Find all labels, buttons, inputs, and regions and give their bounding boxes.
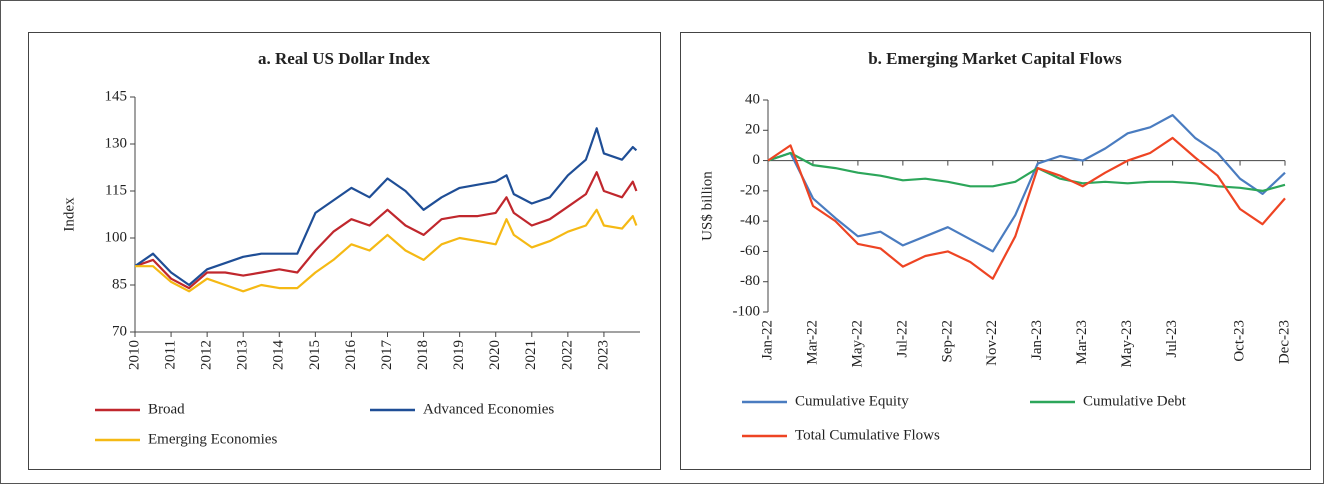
panel-a-border — [28, 32, 661, 470]
series-line — [767, 136, 1286, 280]
x-tick-label: May-22 — [849, 320, 865, 368]
chart-title: b. Emerging Market Capital Flows — [868, 49, 1122, 68]
y-tick-label: -60 — [740, 243, 760, 259]
y-tick-label: -100 — [733, 303, 761, 319]
x-tick-label: Nov-22 — [984, 320, 1000, 366]
y-tick-label: 100 — [105, 229, 128, 245]
x-tick-label: 2022 — [559, 340, 575, 370]
series-line — [134, 171, 638, 290]
x-tick-label: 2021 — [523, 340, 539, 370]
legend-label: Total Cumulative Flows — [795, 427, 940, 443]
y-tick-label: 0 — [753, 152, 761, 168]
y-tick-label: 85 — [112, 276, 127, 292]
y-tick-label: 70 — [112, 323, 127, 339]
x-tick-label: Jul-23 — [1164, 320, 1180, 358]
x-tick-label: 2011 — [163, 340, 179, 369]
x-tick-label: Jan-22 — [759, 320, 775, 360]
y-axis-label: US$ billion — [699, 171, 715, 241]
x-tick-label: Dec-23 — [1276, 320, 1292, 364]
series-line — [767, 151, 1286, 192]
x-tick-label: Jan-23 — [1029, 320, 1045, 360]
series-line — [135, 208, 638, 293]
y-tick-label: -40 — [740, 213, 760, 229]
x-tick-label: 2016 — [343, 340, 359, 371]
x-tick-label: 2023 — [595, 340, 611, 370]
x-tick-label: 2015 — [307, 340, 323, 370]
x-tick-label: 2018 — [415, 340, 431, 370]
x-tick-label: May-23 — [1119, 320, 1135, 368]
x-tick-label: 2017 — [379, 340, 395, 371]
x-tick-label: 2020 — [487, 340, 503, 370]
y-axis-label: Index — [61, 197, 77, 232]
x-tick-label: 2014 — [271, 340, 287, 371]
y-tick-label: 20 — [745, 122, 760, 138]
x-tick-label: 2012 — [199, 340, 215, 370]
x-tick-label: Jul-22 — [894, 320, 910, 358]
legend-label: Advanced Economies — [423, 401, 554, 417]
legend-label: Cumulative Equity — [795, 393, 909, 409]
x-tick-label: 2013 — [235, 340, 251, 370]
x-tick-label: Oct-23 — [1231, 320, 1247, 362]
x-tick-label: Mar-23 — [1074, 320, 1090, 365]
legend-label: Cumulative Debt — [1083, 393, 1187, 409]
legend-label: Emerging Economies — [148, 431, 277, 447]
y-tick-label: 115 — [105, 182, 127, 198]
chart-title: a. Real US Dollar Index — [258, 49, 431, 68]
y-tick-label: -80 — [740, 273, 760, 289]
y-tick-label: 130 — [105, 135, 128, 151]
y-tick-label: 145 — [105, 88, 128, 104]
legend-label: Broad — [148, 401, 185, 417]
series-line — [767, 114, 1286, 253]
panel-b-border — [680, 32, 1311, 470]
series-line — [134, 127, 638, 287]
x-tick-label: Sep-22 — [939, 320, 955, 363]
x-tick-label: Mar-22 — [804, 320, 820, 365]
x-tick-label: 2019 — [451, 340, 467, 370]
x-tick-label: 2010 — [126, 340, 142, 370]
y-tick-label: 40 — [745, 91, 760, 107]
y-tick-label: -20 — [740, 182, 760, 198]
